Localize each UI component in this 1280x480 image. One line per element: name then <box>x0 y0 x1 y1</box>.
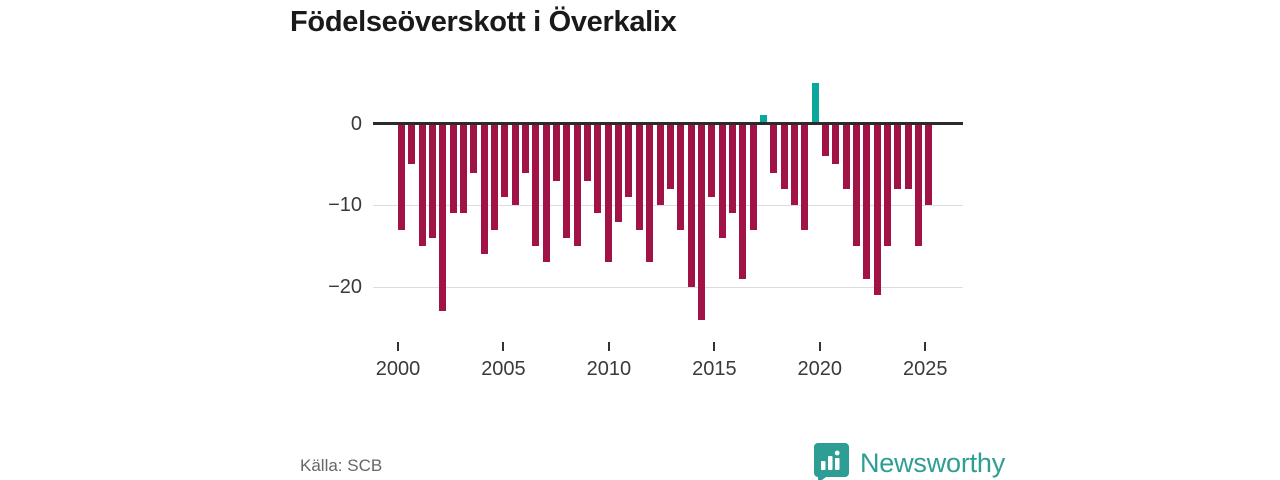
bar-2012-h1[interactable] <box>646 123 654 263</box>
bar-2000-h1[interactable] <box>398 123 405 230</box>
bar-2013-h2[interactable] <box>677 123 685 230</box>
bar-2015-h2[interactable] <box>718 123 726 238</box>
bar-2002-h1[interactable] <box>439 123 447 312</box>
bar-2020-h2[interactable] <box>821 123 829 157</box>
bar-2022-h1[interactable] <box>852 123 860 247</box>
bar-2008-h1[interactable] <box>563 123 571 238</box>
bar-2021-h1[interactable] <box>832 123 840 165</box>
bar-2022-h2[interactable] <box>863 123 871 279</box>
bar-2019-h1[interactable] <box>790 123 798 206</box>
x-axis-tick-label: 2015 <box>692 358 737 380</box>
x-axis-tick-mark <box>818 342 821 351</box>
bar-2002-h2[interactable] <box>449 123 457 214</box>
bar-2000-h2[interactable] <box>408 123 416 165</box>
y-axis-tick-label: −10 <box>328 194 362 217</box>
x-axis-tick-label: 2000 <box>375 358 421 380</box>
bar-2005-h1[interactable] <box>501 123 509 198</box>
x-axis-tick-label: 2005 <box>481 358 526 380</box>
bar-2012-h2[interactable] <box>656 123 664 206</box>
bar-2023-h1[interactable] <box>873 123 881 296</box>
gridline <box>373 205 963 207</box>
bar-2025-h2[interactable] <box>925 123 933 206</box>
bar-2011-h2[interactable] <box>635 123 643 230</box>
source-caption: Källa: SCB <box>300 456 383 475</box>
bar-2001-h1[interactable] <box>418 123 426 247</box>
bar-2009-h1[interactable] <box>584 123 592 181</box>
x-axis-tick-label: 2025 <box>903 358 948 380</box>
bar-2025-h1[interactable] <box>915 123 922 247</box>
bar-2013-h1[interactable] <box>666 123 674 189</box>
x-axis-tick-mark <box>502 342 505 351</box>
x-axis-tick-mark <box>607 342 610 351</box>
newsworthy-logo[interactable]: Newsworthy <box>813 442 1005 480</box>
bar-2004-h1[interactable] <box>480 123 488 255</box>
bar-2015-h1[interactable] <box>708 123 716 198</box>
x-axis-tick-mark <box>924 342 927 351</box>
bar-2016-h1[interactable] <box>728 123 736 214</box>
y-axis-tick-label: −20 <box>328 275 362 298</box>
x-axis-tick-label: 2010 <box>586 358 632 380</box>
bar-2008-h2[interactable] <box>573 123 581 247</box>
bar-2024-h1[interactable] <box>894 123 902 189</box>
x-axis-tick-mark <box>397 342 399 351</box>
bar-2007-h2[interactable] <box>553 123 561 181</box>
bar-2014-h2[interactable] <box>697 123 705 320</box>
bar-2003-h1[interactable] <box>460 123 468 214</box>
bar-2018-h2[interactable] <box>780 123 788 189</box>
bar-2014-h1[interactable] <box>687 123 695 287</box>
zero-axis-line <box>373 122 963 125</box>
y-axis-tick-label: 0 <box>350 112 362 135</box>
gridline <box>373 286 963 288</box>
bar-2010-h2[interactable] <box>615 123 623 222</box>
bar-2016-h2[interactable] <box>739 123 747 279</box>
bar-2006-h1[interactable] <box>522 123 530 173</box>
bar-2003-h2[interactable] <box>470 123 478 173</box>
newsworthy-speech-bubble-chart-icon <box>813 442 850 480</box>
bar-2018-h1[interactable] <box>770 123 778 173</box>
bar-2020-h1[interactable] <box>811 82 819 124</box>
x-axis-tick-mark <box>713 342 716 351</box>
bar-2017-h1[interactable] <box>749 123 757 230</box>
bar-2019-h2[interactable] <box>801 123 809 230</box>
bar-2009-h2[interactable] <box>594 123 602 214</box>
bar-2017-h2[interactable] <box>759 115 767 124</box>
bar-2004-h2[interactable] <box>491 123 499 230</box>
newsworthy-logo-text: Newsworthy <box>860 448 1006 478</box>
bar-2023-h2[interactable] <box>883 123 891 247</box>
bar-2005-h2[interactable] <box>511 123 519 206</box>
x-axis-tick-label: 2020 <box>797 358 843 380</box>
bar-2006-h2[interactable] <box>532 123 540 247</box>
chart-title: Födelseöverskott i Överkalix <box>290 6 677 38</box>
bar-2010-h1[interactable] <box>604 123 612 263</box>
bar-2024-h2[interactable] <box>904 123 912 189</box>
bar-2011-h1[interactable] <box>625 123 633 198</box>
bar-2007-h1[interactable] <box>542 123 550 263</box>
bar-2001-h2[interactable] <box>429 123 437 238</box>
bar-2021-h2[interactable] <box>842 123 850 189</box>
